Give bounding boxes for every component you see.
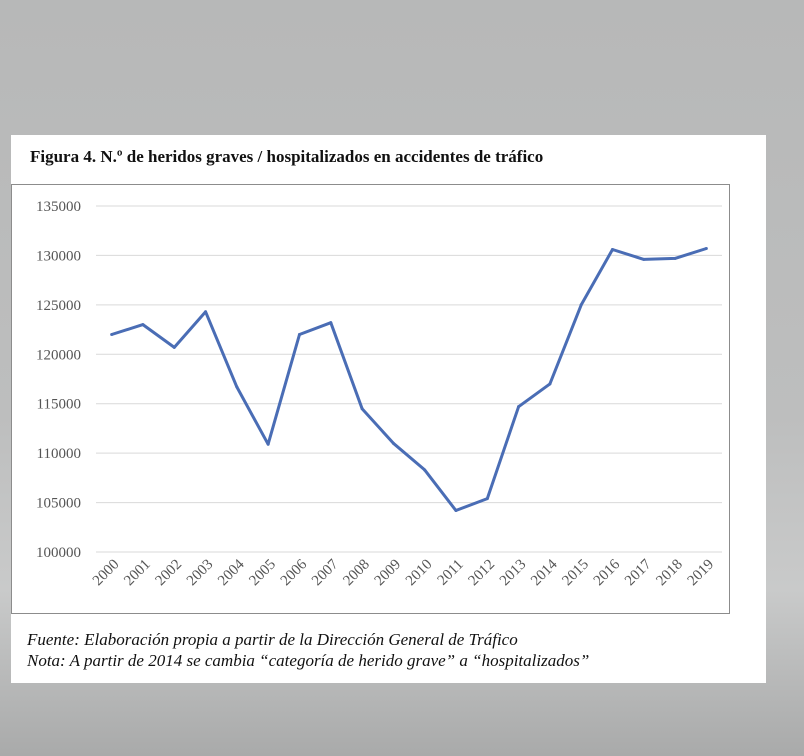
y-tick-label: 100000 (36, 545, 81, 561)
data-point (204, 310, 208, 314)
chart-area: 100000 105000 110000 115000 120000 125000 1300… (11, 184, 730, 614)
data-point (579, 303, 583, 307)
data-point (110, 333, 114, 337)
data-point (391, 441, 395, 445)
x-tick-label: 2014 (528, 556, 561, 589)
x-tick-label: 2000 (90, 557, 123, 590)
data-point (141, 323, 145, 327)
y-tick-label: 115000 (37, 397, 81, 413)
x-tick-label: 2016 (591, 556, 624, 589)
y-tick-label: 130000 (36, 248, 81, 264)
data-point (235, 385, 239, 389)
change-note: Nota: A partir de 2014 se cambia “catego… (27, 651, 590, 670)
x-tick-label: 2019 (685, 557, 718, 590)
data-point (297, 333, 301, 337)
x-axis-ticks: 2000200120022003200420052006200720082009… (90, 556, 717, 589)
data-point (360, 407, 364, 411)
x-tick-label: 2007 (309, 556, 342, 589)
figure-sheet: Figura 4. N.º de heridos graves / hospit… (11, 135, 766, 683)
x-tick-label: 2013 (497, 557, 530, 590)
x-tick-label: 2008 (340, 557, 373, 590)
y-tick-label: 120000 (36, 347, 81, 363)
data-point (704, 247, 708, 251)
data-point (329, 321, 333, 325)
data-point (172, 345, 176, 349)
y-tick-label: 110000 (37, 446, 81, 462)
line-chart: 100000 105000 110000 115000 120000 125000 1300… (36, 199, 722, 589)
data-point (548, 382, 552, 386)
figure-notes: Fuente: Elaboración propia a partir de l… (27, 629, 589, 671)
data-point (423, 468, 427, 472)
y-tick-label: 105000 (36, 496, 81, 512)
data-point (642, 257, 646, 261)
x-tick-label: 2001 (121, 557, 154, 590)
x-tick-label: 2017 (622, 556, 655, 589)
data-point (485, 497, 489, 501)
data-point (517, 405, 521, 409)
x-tick-label: 2002 (153, 557, 186, 590)
x-tick-label: 2012 (466, 557, 499, 590)
x-tick-label: 2018 (653, 557, 686, 590)
data-point (266, 442, 270, 446)
figure-title: Figura 4. N.º de heridos graves / hospit… (30, 147, 544, 166)
series-line (111, 247, 707, 512)
y-tick-label: 135000 (36, 199, 81, 215)
x-tick-label: 2015 (559, 557, 592, 590)
data-point (610, 247, 614, 251)
series-layer (110, 247, 708, 512)
x-tick-label: 2010 (403, 557, 436, 590)
y-tick-label: 125000 (36, 298, 81, 314)
x-tick-label: 2006 (278, 556, 311, 589)
x-tick-label: 2003 (184, 557, 217, 590)
data-point (454, 508, 458, 512)
data-point (673, 256, 677, 260)
y-axis-ticks: 100000 105000 110000 115000 120000 125000 1300… (36, 199, 81, 561)
x-tick-label: 2011 (435, 557, 467, 589)
source-note: Fuente: Elaboración propia a partir de l… (27, 630, 518, 649)
x-tick-label: 2004 (215, 556, 248, 589)
x-tick-label: 2009 (372, 557, 405, 590)
x-tick-label: 2005 (246, 557, 279, 590)
gridlines (96, 205, 722, 553)
